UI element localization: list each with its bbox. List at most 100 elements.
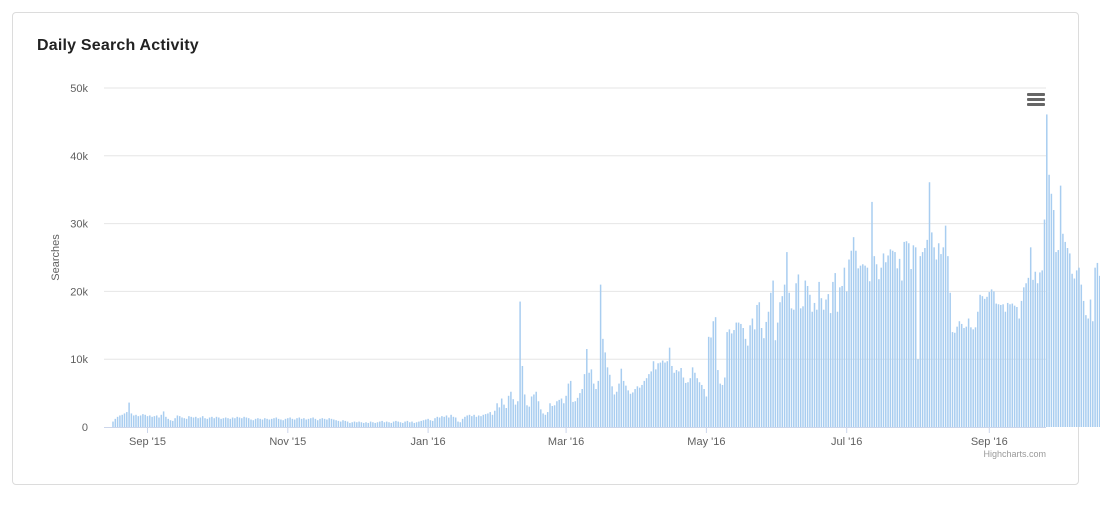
bar[interactable] xyxy=(1069,253,1071,427)
bar[interactable] xyxy=(875,264,878,427)
bar[interactable] xyxy=(487,413,489,427)
bar[interactable] xyxy=(657,363,659,427)
bar[interactable] xyxy=(705,396,708,427)
bar[interactable] xyxy=(979,294,981,427)
bar[interactable] xyxy=(505,408,508,427)
bar[interactable] xyxy=(880,267,882,427)
bar[interactable] xyxy=(997,304,1000,427)
bar[interactable] xyxy=(1041,270,1043,427)
bar[interactable] xyxy=(162,411,165,427)
bar[interactable] xyxy=(174,418,176,427)
bar[interactable] xyxy=(1039,272,1041,427)
bar[interactable] xyxy=(595,389,597,427)
bar[interactable] xyxy=(1094,267,1096,427)
bar[interactable] xyxy=(958,321,961,427)
bar[interactable] xyxy=(753,329,756,427)
bar[interactable] xyxy=(887,255,889,427)
bar[interactable] xyxy=(135,414,137,427)
bar[interactable] xyxy=(818,281,820,427)
bar[interactable] xyxy=(1098,275,1100,427)
bar[interactable] xyxy=(266,418,268,427)
bar[interactable] xyxy=(1000,304,1002,427)
bar[interactable] xyxy=(866,267,869,427)
bar[interactable] xyxy=(714,317,717,427)
bar[interactable] xyxy=(779,302,781,427)
bar[interactable] xyxy=(604,352,606,427)
bar[interactable] xyxy=(1052,210,1055,427)
bar[interactable] xyxy=(165,416,167,427)
bar[interactable] xyxy=(944,225,947,427)
bar[interactable] xyxy=(298,417,301,427)
bar[interactable] xyxy=(793,309,795,427)
bar[interactable] xyxy=(1025,283,1027,427)
bar[interactable] xyxy=(130,413,133,427)
bar[interactable] xyxy=(116,416,119,427)
bar[interactable] xyxy=(540,409,542,427)
bar[interactable] xyxy=(146,416,149,427)
bar[interactable] xyxy=(553,405,556,427)
bar[interactable] xyxy=(1062,233,1064,427)
bar[interactable] xyxy=(703,389,705,427)
bar[interactable] xyxy=(482,414,485,427)
bar[interactable] xyxy=(942,247,945,427)
bar[interactable] xyxy=(822,309,825,427)
bar[interactable] xyxy=(744,338,747,427)
bar[interactable] xyxy=(473,414,475,427)
bar[interactable] xyxy=(434,418,436,427)
bar[interactable] xyxy=(337,420,340,427)
bar[interactable] xyxy=(296,418,298,427)
bar[interactable] xyxy=(696,378,698,427)
bar[interactable] xyxy=(767,311,770,427)
bar[interactable] xyxy=(572,401,574,427)
bar[interactable] xyxy=(388,422,390,427)
bar[interactable] xyxy=(291,418,294,427)
bar[interactable] xyxy=(245,417,248,427)
bar[interactable] xyxy=(537,401,540,427)
bar[interactable] xyxy=(413,422,416,427)
bar[interactable] xyxy=(277,418,280,427)
bar[interactable] xyxy=(1087,318,1089,427)
bar[interactable] xyxy=(1059,185,1062,427)
bar[interactable] xyxy=(362,422,365,427)
bar[interactable] xyxy=(1011,303,1014,427)
bar[interactable] xyxy=(871,201,873,427)
bar[interactable] xyxy=(1004,311,1007,427)
bar[interactable] xyxy=(933,247,935,427)
bar[interactable] xyxy=(443,416,445,427)
bar[interactable] xyxy=(213,418,215,427)
bar[interactable] xyxy=(689,378,692,427)
bar[interactable] xyxy=(268,419,271,427)
bar[interactable] xyxy=(569,380,572,427)
bar[interactable] xyxy=(878,279,880,427)
bar[interactable] xyxy=(323,418,326,427)
bar[interactable] xyxy=(788,292,790,427)
bar[interactable] xyxy=(427,418,429,427)
bar[interactable] xyxy=(144,414,146,427)
bar[interactable] xyxy=(310,418,312,427)
bar[interactable] xyxy=(954,332,956,427)
bar[interactable] xyxy=(832,281,834,427)
bar[interactable] xyxy=(374,422,376,427)
bar[interactable] xyxy=(747,345,749,427)
bar[interactable] xyxy=(781,296,784,427)
bar[interactable] xyxy=(740,323,742,427)
bar[interactable] xyxy=(760,328,763,427)
bar[interactable] xyxy=(261,419,264,427)
bar[interactable] xyxy=(949,292,951,427)
bar[interactable] xyxy=(786,252,788,427)
bar[interactable] xyxy=(859,265,862,427)
bar[interactable] xyxy=(132,415,135,427)
bar[interactable] xyxy=(903,241,905,427)
bar[interactable] xyxy=(756,304,758,427)
bar[interactable] xyxy=(551,405,554,427)
bar[interactable] xyxy=(1050,193,1053,427)
bar[interactable] xyxy=(114,418,117,427)
bar[interactable] xyxy=(314,418,317,427)
bar[interactable] xyxy=(517,401,519,427)
bar[interactable] xyxy=(1046,114,1048,427)
bar[interactable] xyxy=(289,417,291,427)
bar[interactable] xyxy=(530,396,533,427)
bar[interactable] xyxy=(238,417,241,427)
bar[interactable] xyxy=(774,340,777,427)
bar[interactable] xyxy=(698,382,701,427)
